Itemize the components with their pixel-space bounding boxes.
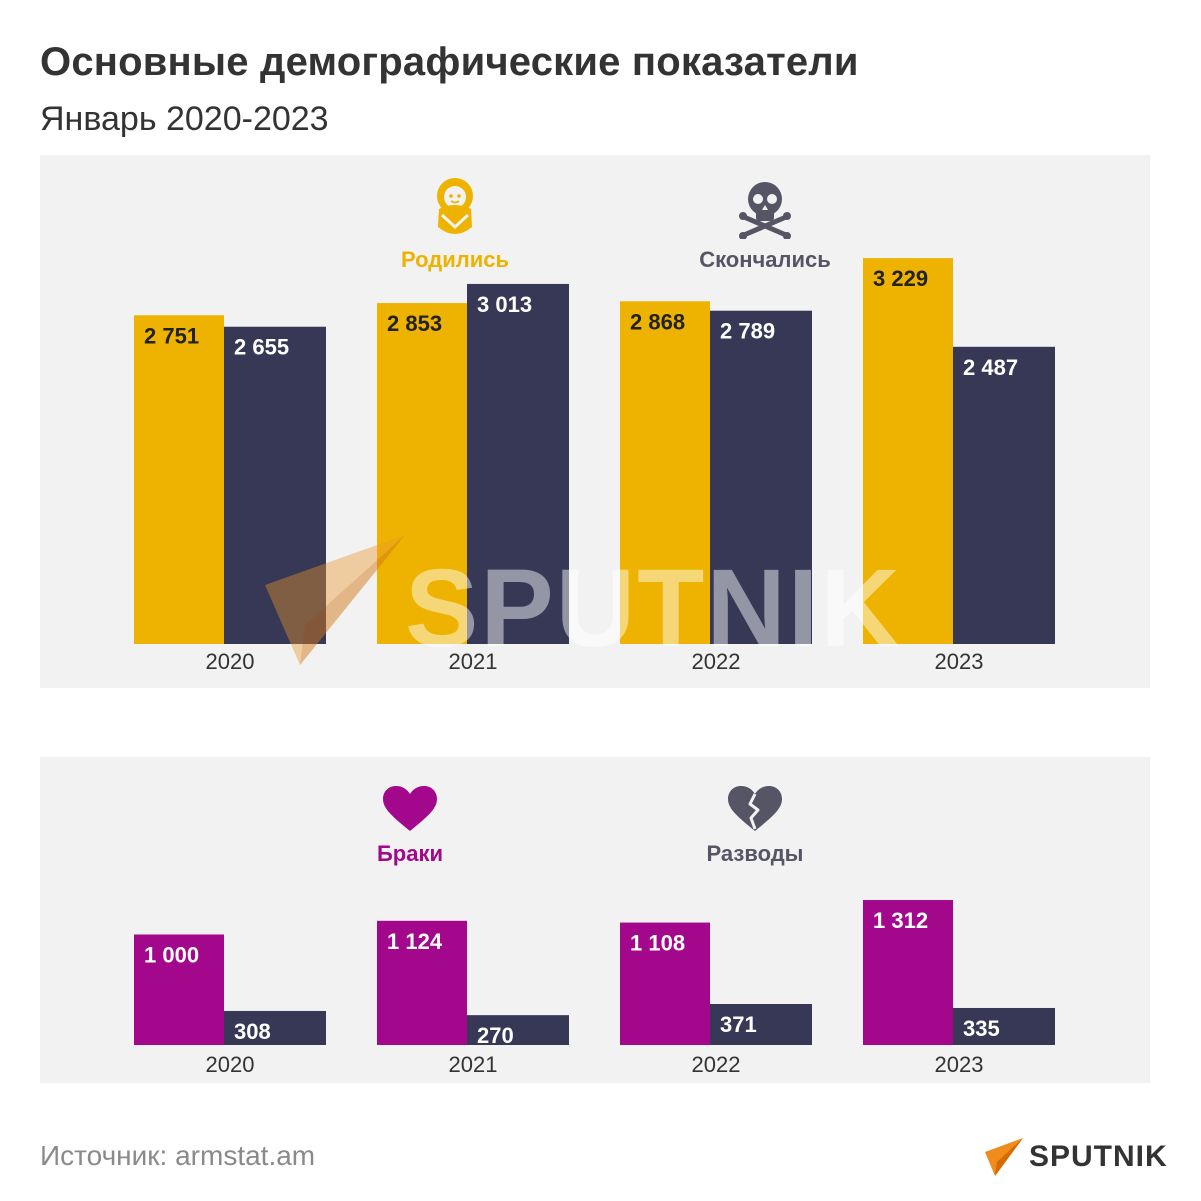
legend-divorces: Разводы	[655, 785, 855, 867]
sputnik-logo-icon	[985, 1138, 1023, 1176]
legend-divorces-label: Разводы	[706, 841, 804, 866]
data-label: 371	[720, 1012, 757, 1037]
bar-marriages-2022	[620, 922, 710, 1045]
bar-births-2023	[863, 258, 953, 644]
legend-births: Родились	[350, 177, 560, 273]
x-tick-label: 2021	[449, 1052, 498, 1077]
data-label: 1 124	[387, 929, 443, 954]
bar-marriages-2023	[863, 900, 953, 1045]
legend-marriages-label: Браки	[376, 841, 444, 866]
page-title: Основные демографические показатели	[40, 40, 859, 84]
data-label: 308	[234, 1019, 271, 1044]
x-tick-label: 2020	[206, 1052, 255, 1077]
data-label: 2 751	[144, 323, 199, 348]
sputnik-logo: SPUTNIK	[985, 1138, 1168, 1176]
source-text: Источник: armstat.am	[40, 1140, 316, 1171]
legend-deaths: Скончались	[660, 177, 870, 273]
data-label: 270	[477, 1023, 514, 1048]
bar-deaths-2023	[953, 346, 1055, 644]
bar-deaths-2020	[224, 326, 326, 644]
bar-deaths-2022	[710, 310, 812, 644]
marriages-divorces-panel: Браки Разводы 1 000 308 2020 1 124 270 2021 1 …	[40, 757, 1150, 1083]
bar-deaths-2021	[467, 283, 569, 644]
bar-births-2022	[620, 301, 710, 644]
data-label: 1 000	[144, 943, 199, 968]
sputnik-logo-text: SPUTNIK	[1029, 1140, 1168, 1173]
data-label: 3 013	[477, 292, 532, 317]
x-tick-label: 2022	[692, 649, 741, 674]
x-tick-label: 2023	[935, 1052, 984, 1077]
bar-marriages-2020	[134, 934, 224, 1045]
bar-marriages-2021	[377, 920, 467, 1045]
data-label: 2 487	[963, 355, 1018, 380]
x-tick-label: 2023	[935, 649, 984, 674]
skull-crossbones-icon	[739, 182, 791, 239]
broken-heart-icon	[728, 786, 782, 831]
births-deaths-chart: 2 751 2 655 2020 2 853 3 013 2021 2 868 2 789 20…	[134, 258, 1055, 674]
page-subtitle: Январь 2020-2023	[40, 100, 329, 138]
bar-births-2020	[134, 315, 224, 644]
bar-divorces-2023	[953, 1007, 1055, 1045]
heart-icon	[383, 786, 437, 831]
bar-divorces-2021	[467, 1015, 569, 1045]
data-label: 1 312	[873, 908, 928, 933]
x-tick-label: 2021	[449, 649, 498, 674]
data-label: 2 655	[234, 335, 289, 360]
data-label: 2 853	[387, 311, 442, 336]
baby-icon	[437, 178, 473, 234]
x-tick-label: 2020	[206, 649, 255, 674]
x-tick-label: 2022	[692, 1052, 741, 1077]
bar-divorces-2020	[224, 1010, 326, 1045]
legend-marriages: Браки	[340, 785, 480, 867]
births-deaths-panel: Родились Скончались 2 751 2 655 2020 2 853 3…	[40, 155, 1150, 688]
bar-births-2021	[377, 303, 467, 644]
legend-deaths-label: Скончались	[699, 247, 831, 272]
bar-divorces-2022	[710, 1004, 812, 1045]
data-label: 1 108	[630, 931, 685, 956]
marriages-divorces-chart: 1 000 308 2020 1 124 270 2021 1 108 371 2022 1 31…	[134, 900, 1055, 1077]
data-label: 2 868	[630, 309, 685, 334]
data-label: 335	[963, 1016, 1000, 1041]
data-label: 3 229	[873, 266, 928, 291]
data-label: 2 789	[720, 319, 775, 344]
legend-births-label: Родились	[400, 247, 510, 272]
